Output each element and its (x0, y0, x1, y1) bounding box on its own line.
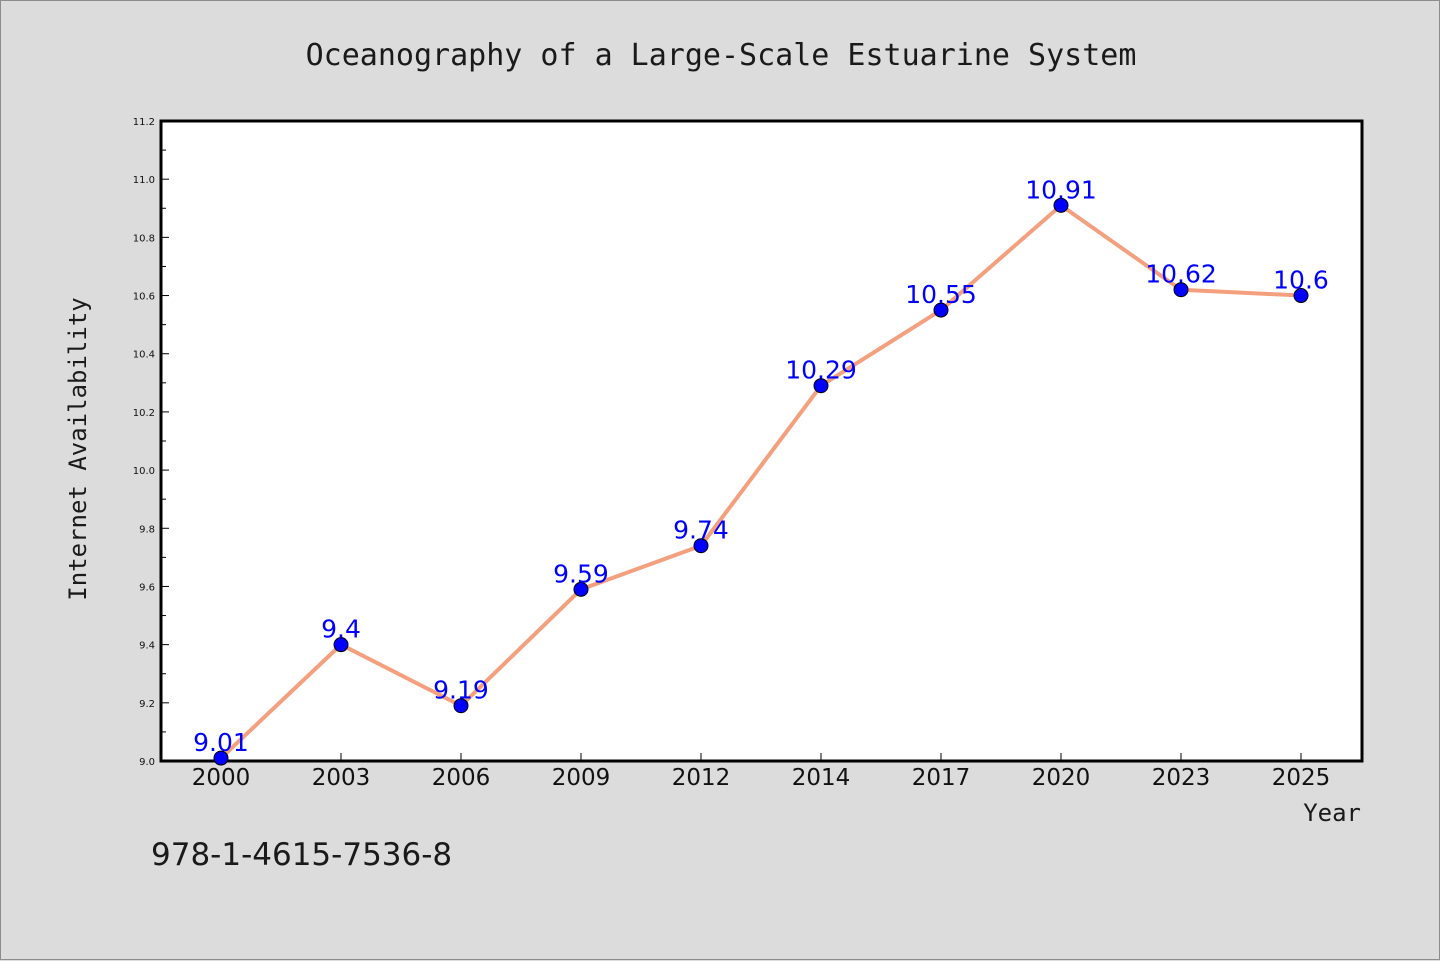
y-tick-label: 9.6 (139, 582, 155, 593)
x-tick-label: 2025 (1272, 765, 1331, 791)
x-tick-label: 2020 (1032, 765, 1091, 791)
data-label: 10.62 (1145, 260, 1217, 289)
data-point (333, 637, 349, 653)
x-axis-title: Year (1303, 799, 1361, 827)
y-tick-label: 9.4 (139, 641, 155, 652)
y-tick-label: 10.4 (133, 350, 155, 361)
y-tick-label: 10.6 (133, 292, 155, 303)
data-point (693, 538, 709, 554)
y-tick-label: 9.2 (139, 699, 155, 710)
y-axis: 9.0 9.2 9.4 9.6 9.8 10.0 10.2 10.4 10.6 10.8 11.0 1… (133, 117, 169, 768)
y-axis-title: Internet Availability (64, 297, 92, 600)
data-labels-group: 9.01 9.4 9.19 9.59 9.74 10.29 10.55 10.91 10.62 1… (193, 175, 1329, 757)
data-point (213, 750, 229, 766)
y-tick-label: 11.2 (133, 117, 155, 128)
data-point (573, 581, 589, 597)
series-line-group (219, 203, 1303, 761)
y-tick-label: 9.8 (139, 524, 155, 535)
data-point (813, 378, 829, 394)
data-label: 9.01 (193, 728, 249, 757)
x-tick-label: 2017 (912, 765, 971, 791)
isbn-footer: 978-1-4615-7536-8 (151, 837, 452, 873)
data-point (933, 302, 949, 318)
data-label: 9.59 (553, 559, 609, 588)
data-point (1173, 282, 1189, 298)
x-tick-label: 2012 (672, 765, 731, 791)
plot-area (159, 119, 1364, 763)
data-label: 10.55 (905, 280, 977, 309)
data-point (1053, 197, 1069, 213)
y-tick-label: 10.8 (133, 233, 155, 244)
y-tick-label: 10.0 (133, 466, 155, 477)
x-tick-label: 2023 (1152, 765, 1211, 791)
y-tick-label: 9.0 (139, 757, 155, 768)
x-tick-label: 2014 (792, 765, 851, 791)
x-axis: 2000 2003 2006 2009 2012 2014 2017 2020 2023 2025 (192, 753, 1331, 791)
y-tick-label: 11.0 (133, 175, 155, 186)
data-label: 9.4 (321, 615, 361, 644)
x-tick-label: 2003 (312, 765, 371, 791)
data-label: 9.19 (433, 676, 489, 705)
data-label: 10.91 (1025, 175, 1097, 204)
x-tick-label: 2000 (192, 765, 251, 791)
y-tick-label: 10.2 (133, 408, 155, 419)
series-line (219, 203, 1303, 761)
data-label: 10.6 (1273, 266, 1329, 295)
chart-title: Oceanography of a Large-Scale Estuarine … (306, 38, 1137, 73)
data-point (1293, 288, 1309, 304)
x-tick-label: 2009 (552, 765, 611, 791)
markers-group (213, 197, 1309, 766)
data-label: 9.74 (673, 516, 729, 545)
data-label: 10.29 (785, 356, 857, 385)
x-tick-label: 2006 (432, 765, 491, 791)
data-point (453, 698, 469, 714)
